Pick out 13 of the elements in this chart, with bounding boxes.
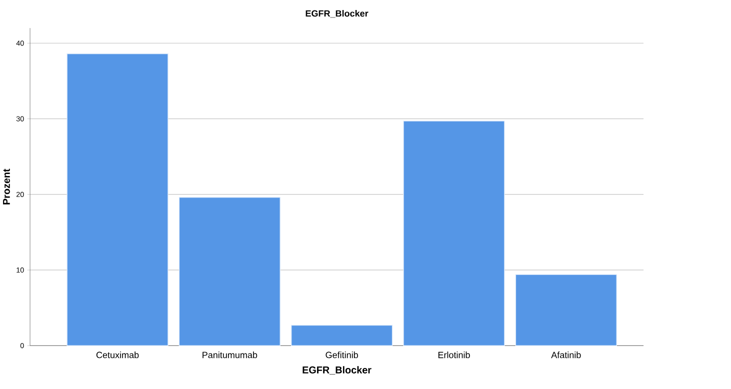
- x-tick-label: Gefitinib: [326, 352, 358, 358]
- bar: [66, 53, 168, 346]
- bar: [403, 120, 505, 346]
- x-tick-label: Panitumumab: [202, 352, 258, 358]
- y-axis-title: Prozent: [3, 168, 10, 204]
- x-tick-label: Erlotinib: [438, 352, 470, 358]
- x-tick-label: Cetuximab: [96, 352, 139, 358]
- bar: [515, 274, 617, 346]
- bar: [178, 197, 281, 346]
- x-tick-label: Afatinib: [551, 352, 581, 358]
- x-axis-title: EGFR_Blocker: [302, 366, 372, 375]
- chart-title: EGFR_Blocker: [306, 10, 368, 18]
- bar: [291, 324, 393, 346]
